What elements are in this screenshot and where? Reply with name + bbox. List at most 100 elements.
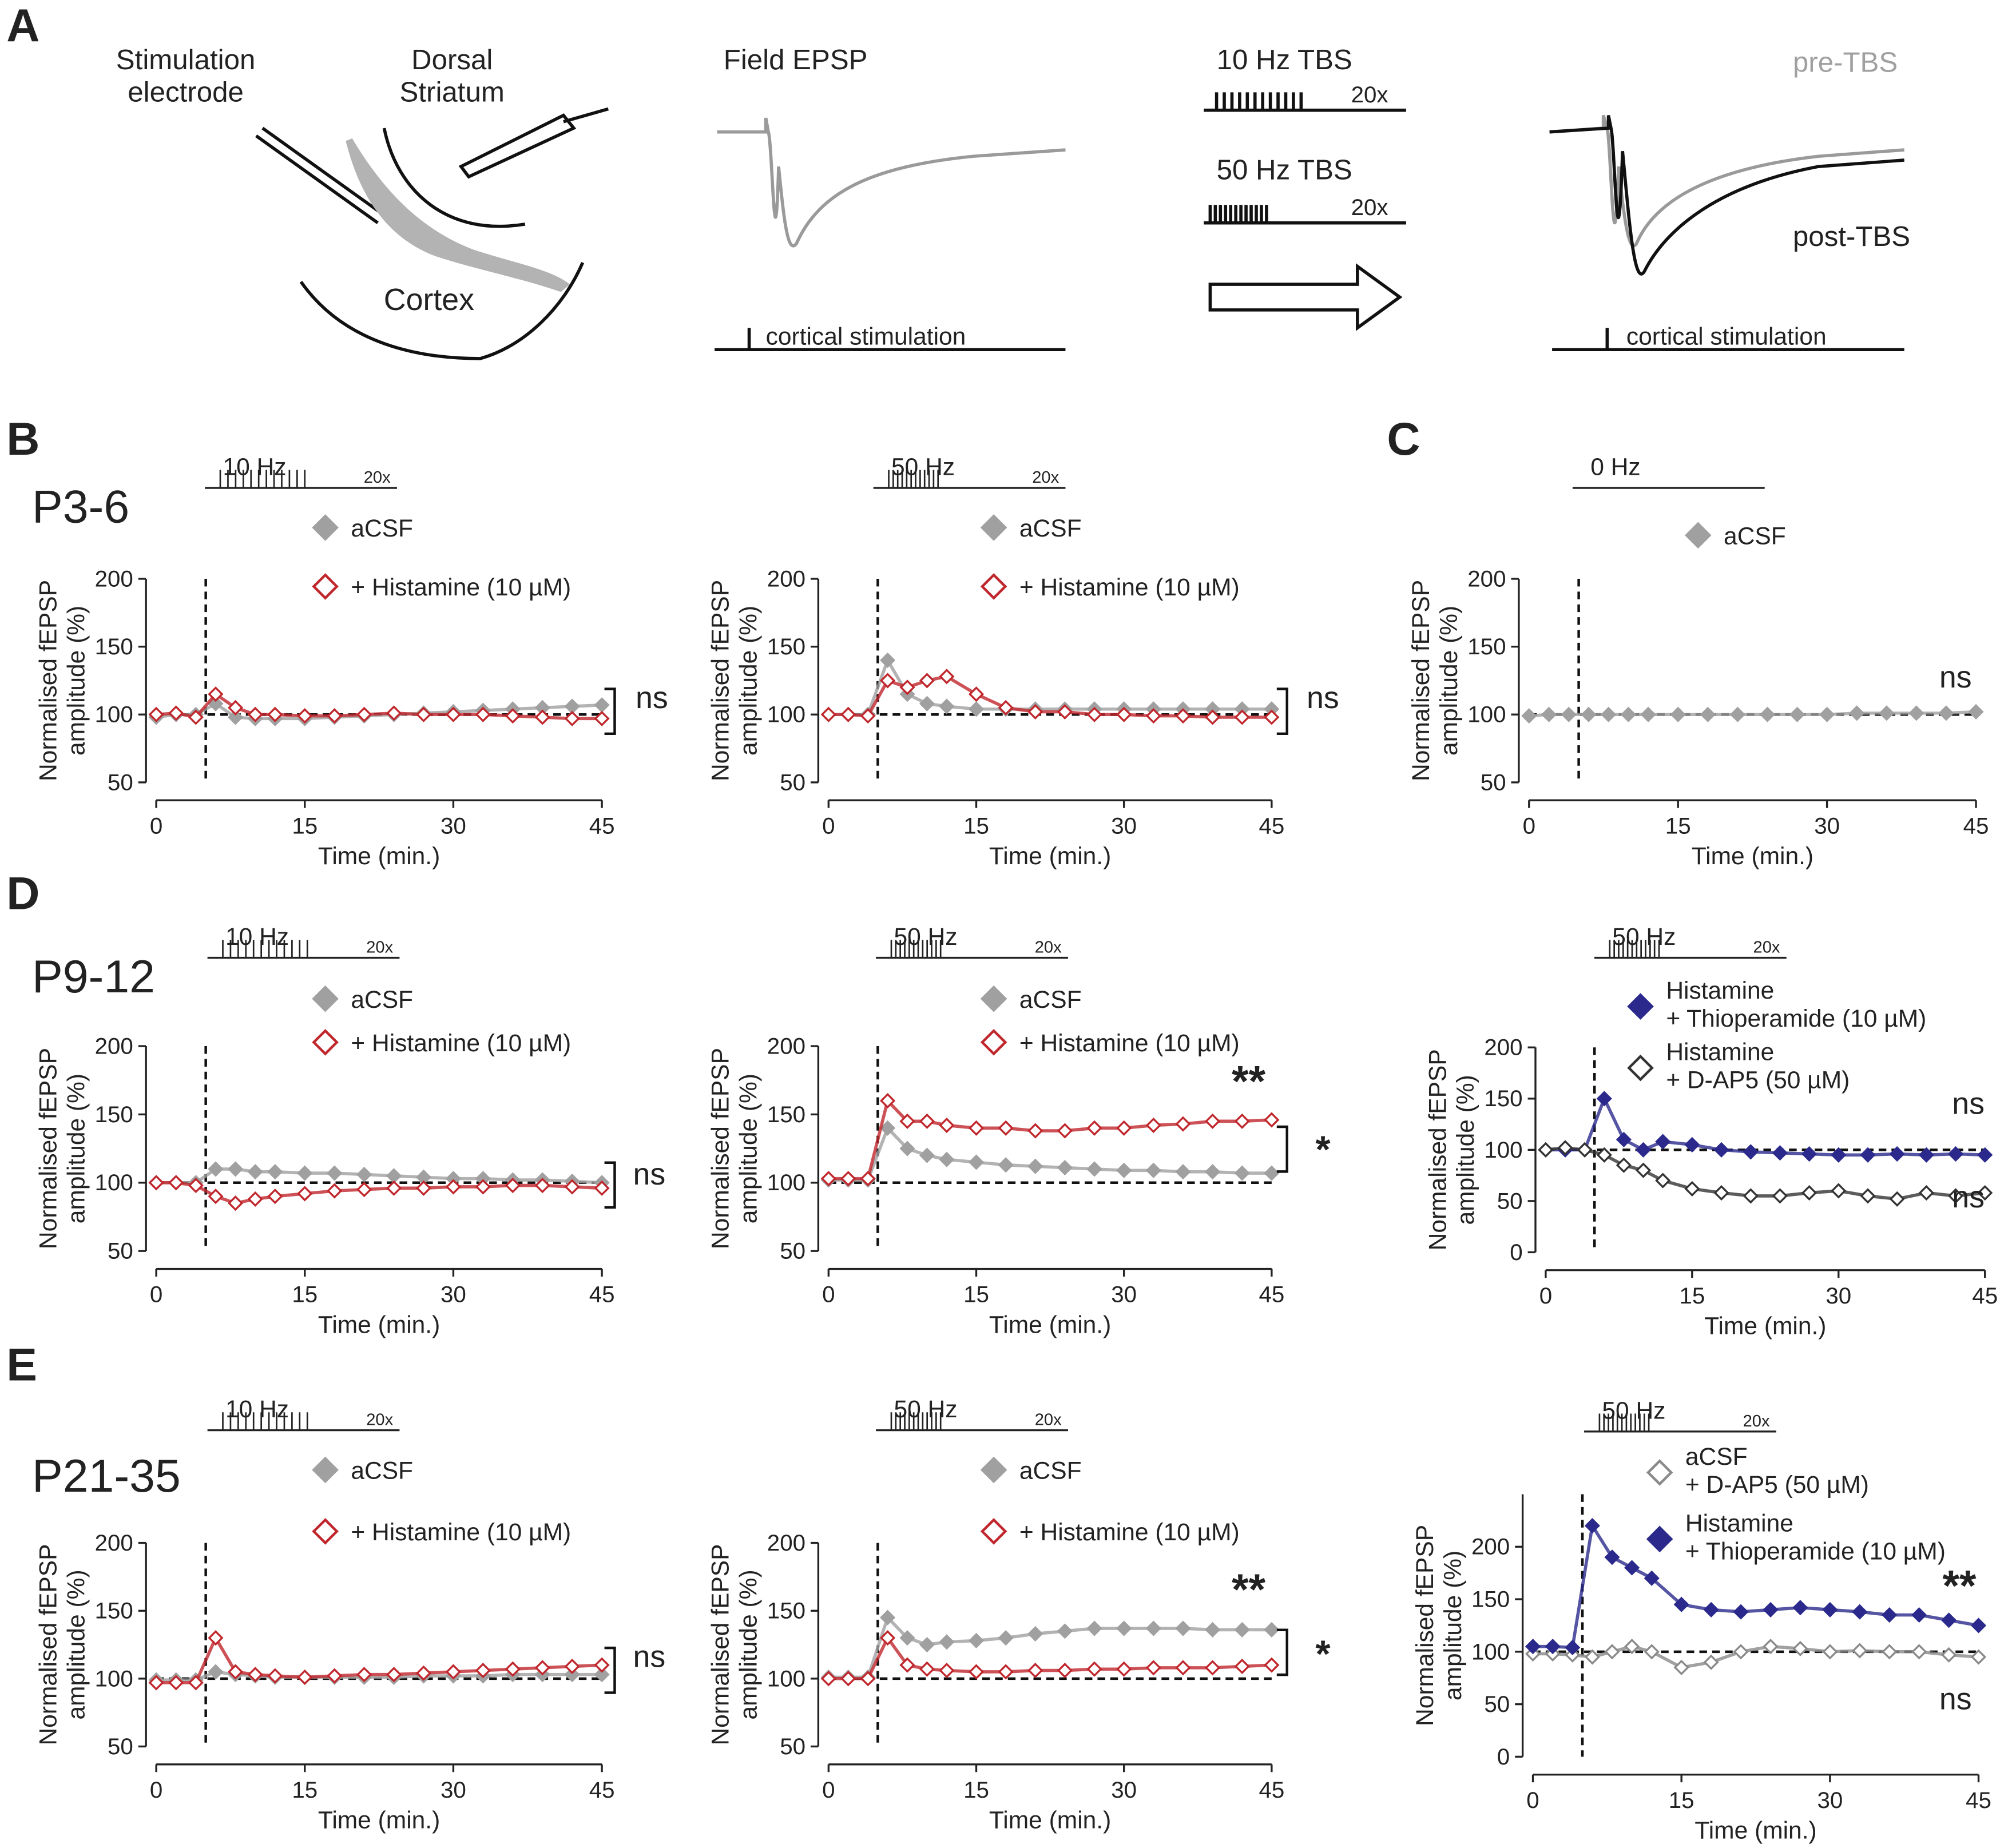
data-point: [1027, 1158, 1043, 1174]
x-tick-label: 15: [1679, 1283, 1705, 1309]
data-point: [327, 1668, 343, 1684]
data-point: [1684, 1136, 1700, 1152]
data-point: [1640, 706, 1656, 722]
data-point: [1234, 1113, 1250, 1129]
legend-label: aCSF: [351, 1457, 413, 1485]
data-point: [247, 1164, 263, 1180]
x-axis-label: Time (min.): [1692, 842, 1813, 870]
x-tick-label: 0: [150, 813, 162, 838]
y-axis-label: Normalised fEPSPamplitude (%): [707, 1544, 763, 1745]
data-point: [880, 1630, 896, 1646]
annotation: ns: [636, 681, 668, 715]
legend-marker: [1646, 1459, 1673, 1486]
data-point: [1086, 1120, 1102, 1136]
x-tick-label: 15: [292, 1282, 318, 1307]
data-point: [534, 709, 550, 725]
y-tick-label: 100: [95, 702, 133, 728]
chart-panel: 50 100 150 200 0 15 30 45 Time (min.) Normalised …: [34, 923, 665, 1338]
legend-marker: [1684, 522, 1712, 549]
data-point: [919, 696, 935, 712]
data-point: [1596, 1147, 1612, 1163]
legend-label: Histamine + Thioperamide (10 µM): [1685, 1509, 1946, 1565]
y-tick-label: 150: [767, 634, 805, 659]
y-axis-label: Normalised fEPSPamplitude (%): [34, 1544, 90, 1745]
data-point: [1264, 1657, 1280, 1673]
data-point: [1889, 1191, 1905, 1207]
y-tick-label: 50: [1481, 769, 1506, 795]
data-point: [1644, 1644, 1660, 1660]
x-axis-label: Time (min.): [989, 842, 1111, 870]
data-point: [475, 1179, 491, 1195]
x-tick-label: 15: [963, 1777, 989, 1803]
data-point: [208, 1630, 224, 1646]
y-tick-label: 200: [1467, 566, 1506, 591]
x-tick-label: 0: [1526, 1787, 1539, 1813]
y-axis-label: Normalised fEPSPamplitude (%): [707, 580, 763, 781]
data-point: [1822, 1644, 1838, 1660]
data-point: [1234, 1622, 1250, 1638]
data-point: [534, 1660, 550, 1676]
x-tick-label: 45: [1259, 1777, 1284, 1803]
schematic-label: 20x: [1351, 82, 1388, 108]
x-tick-label: 0: [822, 1777, 835, 1803]
schematic-label: Field EPSP: [724, 44, 868, 75]
data-point: [1601, 706, 1617, 722]
x-tick-label: 45: [1259, 813, 1284, 838]
x-tick-label: 30: [441, 1282, 466, 1307]
x-tick-label: 15: [1665, 813, 1691, 838]
annotation: **: [1232, 1565, 1266, 1614]
data-point: [1086, 1661, 1102, 1677]
data-point: [1086, 1620, 1102, 1636]
y-tick-label: 50: [108, 1238, 133, 1264]
y-tick-label: 200: [767, 1033, 805, 1059]
x-tick-label: 30: [441, 1777, 466, 1803]
x-tick-label: 15: [292, 813, 318, 838]
x-tick-label: 45: [1972, 1283, 1998, 1309]
data-point: [1521, 708, 1537, 724]
y-tick-label: 150: [95, 1598, 133, 1624]
legend-label: + Histamine (10 µM): [351, 574, 571, 601]
data-point: [594, 710, 610, 726]
legend-label: + Histamine (10 µM): [1019, 1519, 1240, 1546]
legend-label: + Histamine (10 µM): [1019, 574, 1240, 601]
panel-label: E: [6, 1339, 37, 1390]
post-tbs-trace: [1549, 115, 1904, 276]
y-tick-label: 200: [95, 1530, 133, 1556]
data-point: [880, 1092, 896, 1109]
x-tick-label: 0: [150, 1777, 162, 1803]
y-tick-label: 50: [780, 1238, 805, 1264]
x-tick-label: 45: [589, 1777, 615, 1803]
stimulus-label: 50 Hz: [1612, 923, 1676, 951]
data-point: [297, 1186, 313, 1202]
stimulus-repeat: 20x: [366, 1411, 393, 1429]
data-point: [1234, 1165, 1250, 1181]
data-point: [208, 686, 224, 702]
data-point: [880, 673, 896, 689]
data-point: [168, 1175, 184, 1191]
y-tick-label: 200: [1484, 1035, 1522, 1060]
y-tick-label: 50: [780, 1734, 805, 1759]
data-point: [415, 706, 432, 722]
data-point: [1968, 704, 1984, 720]
data-point: [564, 1179, 580, 1195]
data-point: [1852, 1604, 1868, 1620]
data-point: [1027, 704, 1043, 720]
y-tick-label: 0: [1510, 1239, 1522, 1265]
x-axis-label: Time (min.): [1695, 1817, 1816, 1845]
stimulus-repeat: 20x: [366, 939, 393, 957]
stimulus-repeat: 20x: [1035, 939, 1062, 957]
legend-label: + Histamine (10 µM): [351, 1030, 571, 1057]
data-point: [1759, 706, 1776, 722]
data-point: [1624, 1560, 1640, 1576]
data-point: [168, 705, 184, 721]
legend-label: aCSF: [1019, 986, 1082, 1014]
tbs-pulses: [1208, 92, 1303, 223]
stimulus-label: 10 Hz: [225, 1396, 289, 1423]
y-tick-label: 200: [767, 1530, 805, 1556]
data-point: [1733, 1604, 1749, 1620]
data-point: [188, 709, 204, 725]
x-tick-label: 45: [1966, 1787, 1991, 1813]
y-tick-label: 100: [1471, 1639, 1510, 1664]
annotation: ns: [1307, 681, 1339, 715]
